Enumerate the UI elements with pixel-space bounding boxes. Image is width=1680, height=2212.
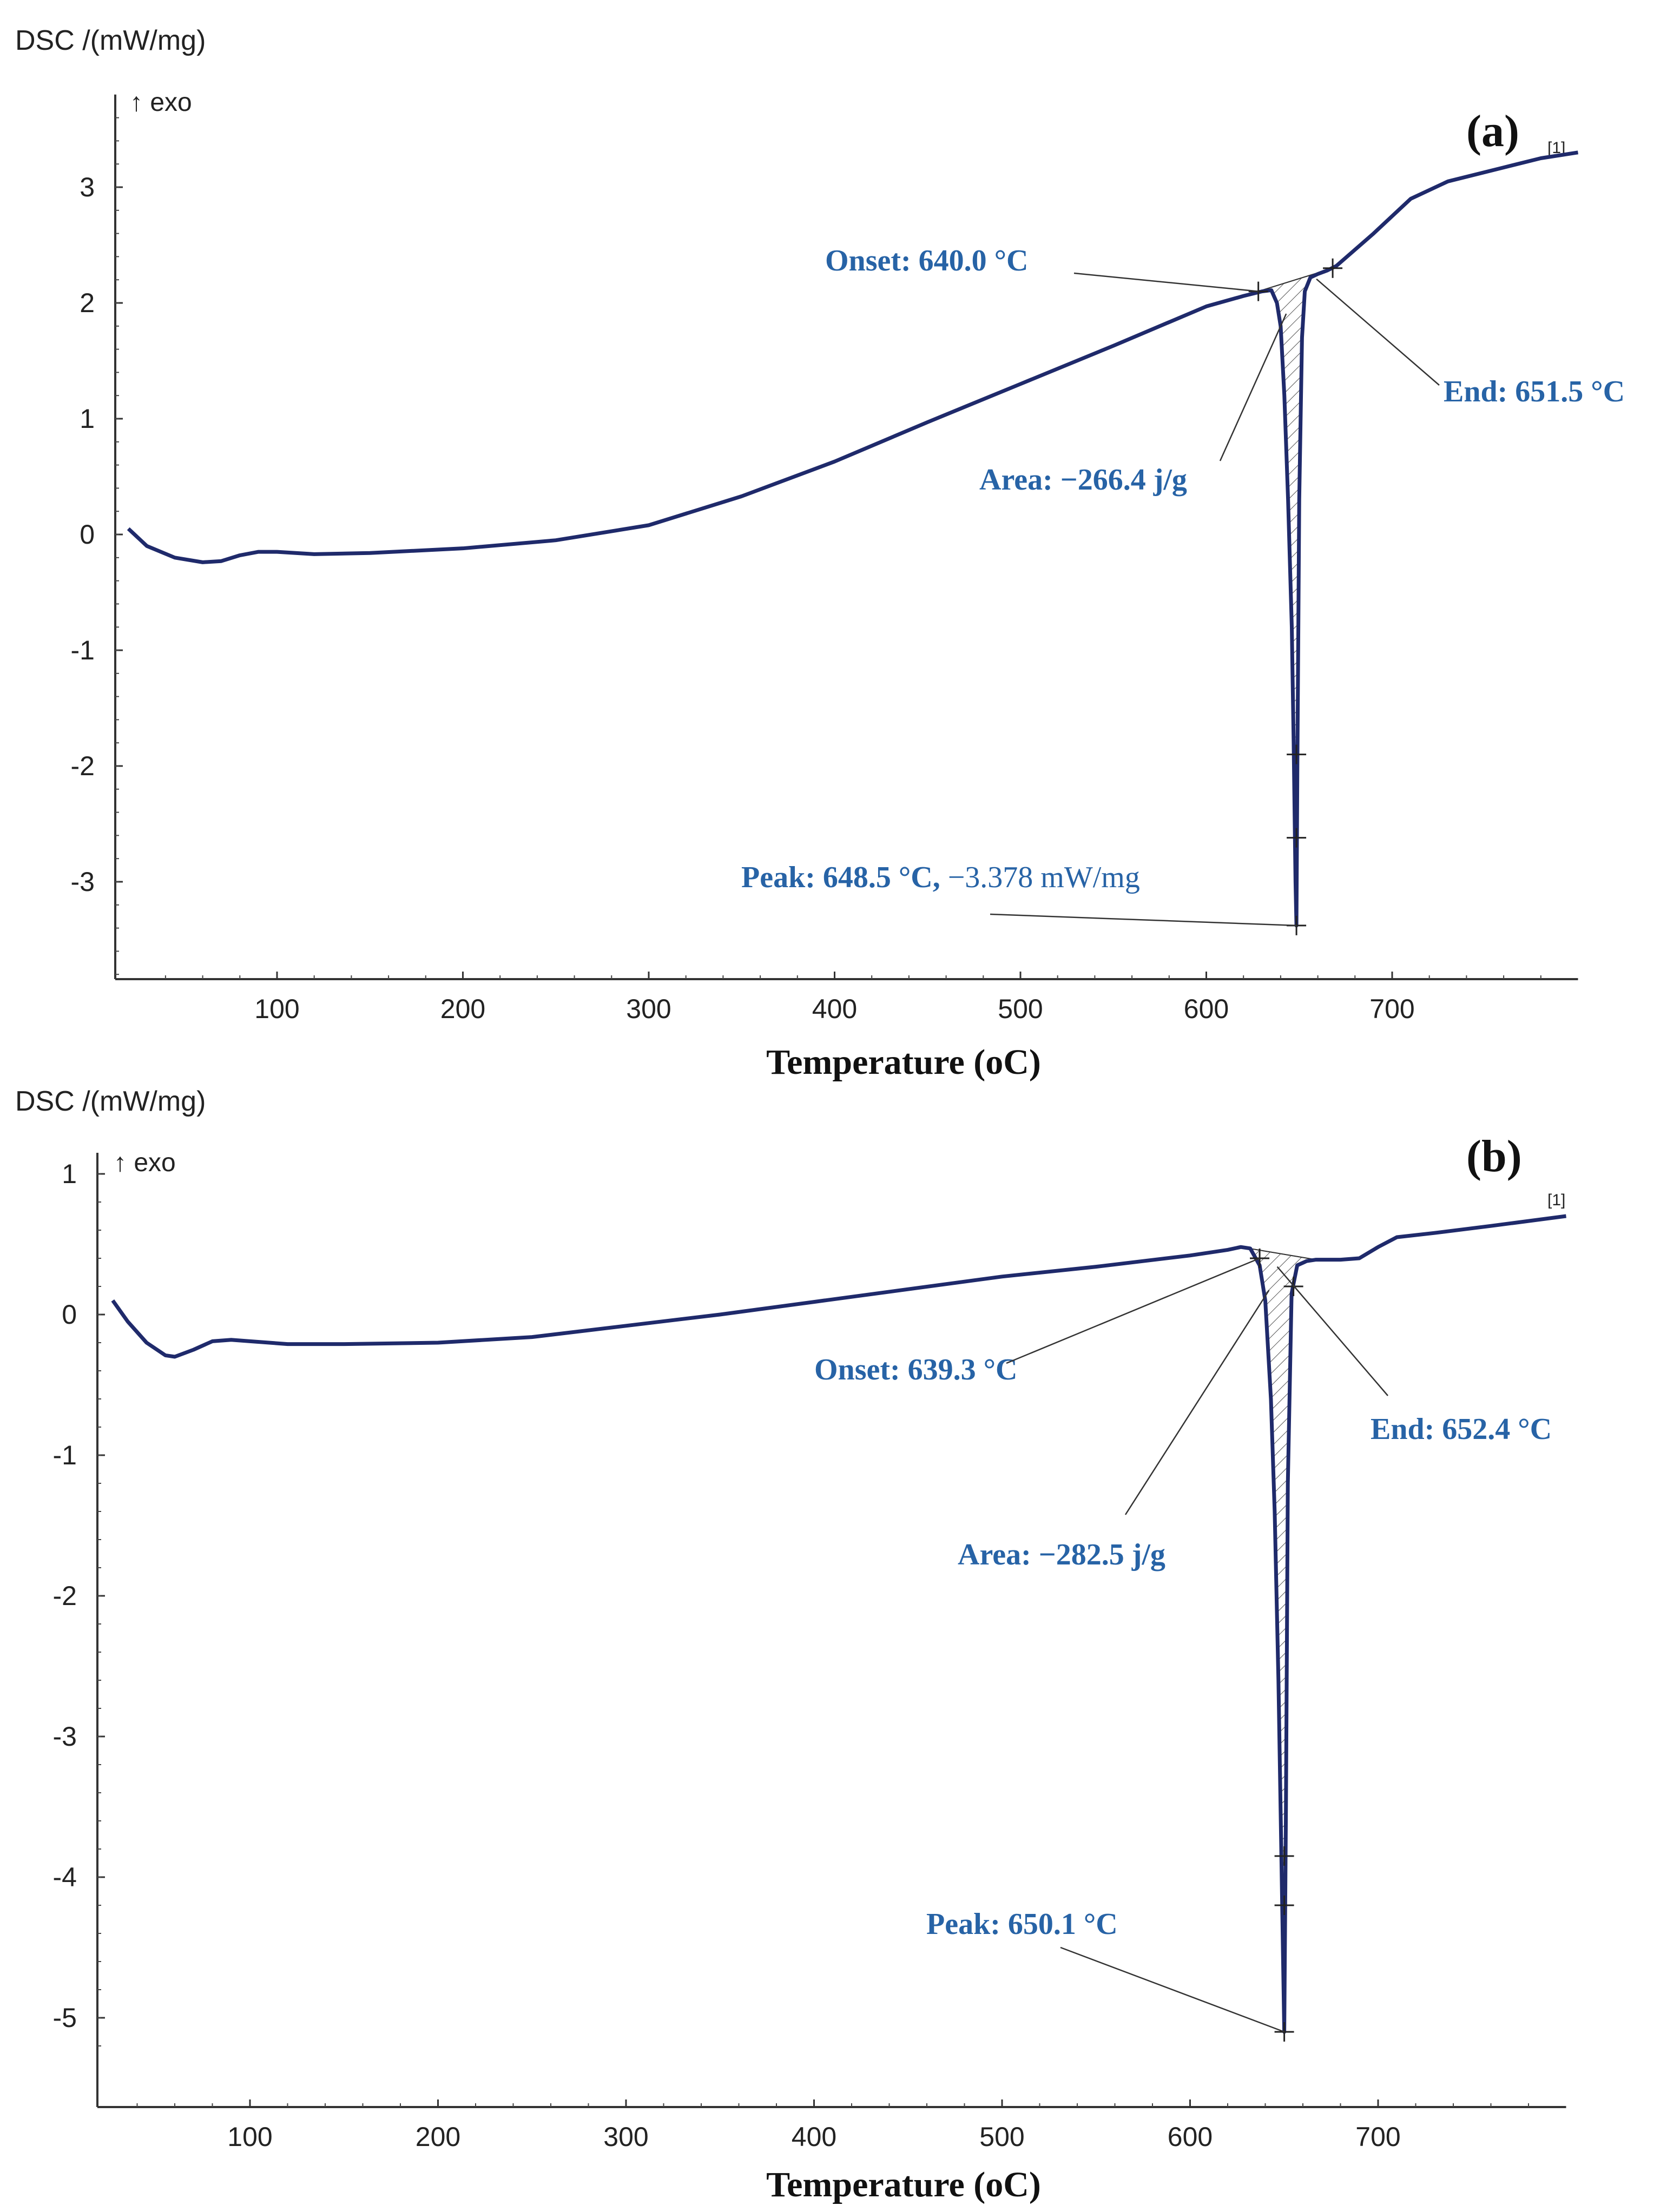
panel-b-peak-leader bbox=[1060, 1946, 1285, 2033]
panel-a-y-tick-label: 3 bbox=[80, 172, 95, 202]
panel-a-dsc-curve bbox=[127, 150, 1579, 928]
panel-b-y-tick-label: -5 bbox=[53, 2003, 77, 2033]
panel-b-end-leader bbox=[1276, 1266, 1388, 1396]
panel-a-exo-label: ↑ exo bbox=[130, 88, 192, 117]
panel-b-x-tick-label: 600 bbox=[1168, 2122, 1213, 2152]
panel-b-x-tick-label: 400 bbox=[792, 2122, 836, 2152]
panel-b-y-tick-label: -3 bbox=[53, 1721, 77, 1752]
panel-a-chart: 3 2 1 0 -1 -2 -3 100 200 300 400 500 600 700 DSC /(mW/… bbox=[15, 25, 1625, 1082]
panel-b-exo-label: ↑ exo bbox=[114, 1148, 176, 1177]
panel-b-baseline bbox=[1241, 1246, 1316, 1260]
panel-b-x-tick-label: 100 bbox=[227, 2122, 272, 2152]
panel-a-y-tick-label: 1 bbox=[80, 404, 95, 434]
panel-b-y-axis-label: DSC /(mW/mg) bbox=[15, 1086, 206, 1117]
panel-b-onset-label: Onset: 639.3 °C bbox=[814, 1353, 1017, 1386]
panel-a-y-axis-label: DSC /(mW/mg) bbox=[15, 25, 206, 56]
panel-a-x-axis-label: Temperature (oC) bbox=[766, 1042, 1041, 1082]
panel-a-y-tick-label: -2 bbox=[71, 751, 95, 781]
panel-a-x-tick-label: 200 bbox=[440, 994, 485, 1024]
panel-a-x-tick-label: 300 bbox=[626, 994, 671, 1024]
panel-b-curve-marker bbox=[1274, 1846, 1294, 1866]
panel-a-area-leader bbox=[1219, 313, 1287, 461]
panel-a-curve-marker bbox=[1287, 744, 1307, 764]
panel-a-x-tick-label: 100 bbox=[254, 994, 299, 1024]
panel-b-end-label: End: 652.4 °C bbox=[1371, 1412, 1552, 1446]
panel-b-panel-letter: (b) bbox=[1466, 1131, 1522, 1181]
panel-a-y-tick-label: 0 bbox=[80, 519, 95, 550]
panel-a-y-tick-label: -3 bbox=[71, 867, 95, 897]
panel-a-panel-letter: (a) bbox=[1466, 106, 1519, 156]
panel-a-end-marker bbox=[1323, 258, 1343, 278]
panel-b-y-tick-label: 1 bbox=[62, 1159, 77, 1189]
panel-a-curve-marker bbox=[1287, 828, 1307, 848]
panel-b-peak-label: Peak: 650.1 °C bbox=[926, 1907, 1118, 1941]
panel-b-x-tick-label: 500 bbox=[979, 2122, 1024, 2152]
panel-a-x-tick-label: 600 bbox=[1184, 994, 1229, 1024]
panel-b-x-tick-label: 300 bbox=[603, 2122, 648, 2152]
panel-b-y-tick-label: -2 bbox=[53, 1581, 77, 1611]
panel-a-x-tick-label: 500 bbox=[998, 994, 1043, 1024]
panel-b-y-tick-label: 0 bbox=[62, 1299, 77, 1330]
panel-a-peak-leader bbox=[990, 913, 1297, 927]
panel-b-area-label: Area: −282.5 j/g bbox=[958, 1538, 1165, 1571]
panel-a-y-tick-label: -1 bbox=[71, 635, 95, 665]
panel-a-onset-label: Onset: 640.0 °C bbox=[825, 244, 1028, 278]
panel-a-y-tick-label: 2 bbox=[80, 288, 95, 318]
panel-b-y-tick-label: -4 bbox=[53, 1862, 77, 1892]
panel-b-dsc-curve bbox=[111, 1214, 1566, 2034]
panel-a-area-label: Area: −266.4 j/g bbox=[979, 463, 1187, 497]
panel-b-area-leader bbox=[1124, 1290, 1270, 1515]
panel-b-y-tick-label: -1 bbox=[53, 1440, 77, 1470]
panel-a-end-leader bbox=[1316, 278, 1440, 386]
panel-b-onset-leader bbox=[1006, 1257, 1260, 1364]
panel-a-onset-leader bbox=[1073, 272, 1259, 292]
panel-b-curve-tag: [1] bbox=[1547, 1191, 1565, 1209]
panel-a-x-tick-label: 400 bbox=[812, 994, 857, 1024]
panel-b-x-tick-label: 200 bbox=[416, 2122, 460, 2152]
panel-b-curve-marker bbox=[1274, 1896, 1294, 1915]
panel-a-peak-label: Peak: 648.5 °C, −3.378 mW/mg bbox=[741, 861, 1140, 894]
panel-b-x-tick-label: 700 bbox=[1355, 2122, 1400, 2152]
panel-b-x-axis-label: Temperature (oC) bbox=[766, 2165, 1041, 2204]
panel-b-chart: 1 0 -1 -2 -3 -4 -5 100 200 300 400 500 600 700 DSC /(m… bbox=[15, 1086, 1566, 2204]
panel-a-end-label: End: 651.5 °C bbox=[1444, 375, 1625, 408]
panel-a-x-tick-label: 700 bbox=[1369, 994, 1414, 1024]
